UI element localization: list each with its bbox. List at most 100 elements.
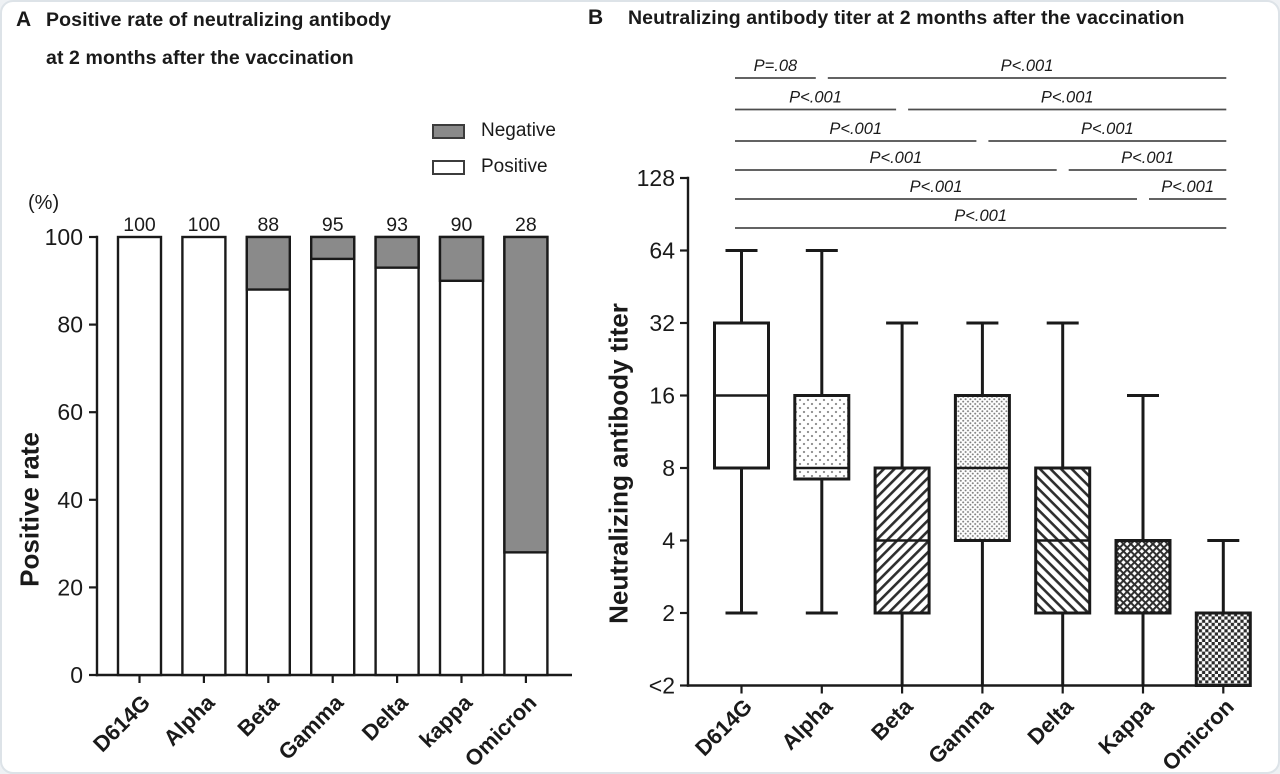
bar-value-label: 95	[322, 214, 344, 236]
panel-b-y-axis-label: Neutralizing antibody titer	[603, 303, 634, 624]
comparison-Alpha-Omicron: P<.001	[827, 57, 1227, 79]
bar-positive-kappa	[438, 235, 485, 677]
bar-value-label: 93	[386, 214, 408, 236]
comparison-D614G-Kappa: P<.001	[735, 178, 1137, 200]
panel-b-chart: 128 64 32 16 8 4 2 <2 D614G Alpha Beta Gamma Delta Ka…	[637, 57, 1252, 774]
comparison-p-label: P<.001	[910, 178, 963, 196]
comparison-Kappa-Omicron: P<.001	[1149, 178, 1227, 200]
comparison-D614G-Omicron: P<.001	[735, 207, 1227, 229]
panel-b-y-tick-label: 128	[637, 165, 675, 191]
comparison-D614G-Delta: P<.001	[735, 149, 1057, 171]
panel-b-category-label: Omicron	[1157, 694, 1239, 774]
panel-b-category-label: Delta	[1023, 693, 1079, 749]
comparison-p-label: P<.001	[1041, 89, 1094, 107]
panel-b-category-text: Omicron	[1157, 694, 1239, 774]
panel-b-category-text: Kappa	[1093, 693, 1159, 759]
bar-negative-Delta	[374, 235, 420, 269]
bar-positive-Beta	[245, 235, 292, 677]
box-Kappa	[1114, 394, 1172, 686]
panel-a-y-tick-label: 80	[57, 312, 83, 338]
panel-a-category-text: Alpha	[159, 689, 220, 750]
comparison-p-label: P<.001	[869, 149, 922, 167]
legend: Negative Positive	[432, 120, 556, 195]
legend-label-positive: Positive	[481, 156, 548, 177]
panel-b-y-tick-label: 32	[649, 310, 675, 336]
box-Omicron	[1194, 539, 1252, 687]
panel-a-y-tick-label: 100	[45, 224, 83, 250]
box-rect	[1114, 539, 1172, 615]
box-Beta	[873, 321, 931, 686]
comparison-p-label: P<.001	[1121, 149, 1174, 167]
panel-b-title: Neutralizing antibody titer at 2 months …	[628, 7, 1185, 29]
panel-b-category-label: Beta	[866, 693, 918, 745]
panel-a-category-label: Gamma	[273, 689, 348, 764]
comparison-p-label: P<.001	[789, 89, 842, 107]
panel-a-y-tick-label: 20	[57, 574, 83, 600]
panel-a-chart: 0 20 40 60 80 100 100 D614G 100 Alpha 88 Beta 95 Gamm…	[45, 214, 572, 772]
bar-negative-Omicron	[503, 235, 549, 554]
bar-negative-kappa	[438, 235, 485, 282]
panel-a-category-text: Beta	[232, 689, 284, 741]
panel-a-category-label: Alpha	[159, 689, 220, 750]
comparison-p-label: P<.001	[829, 120, 882, 138]
comparison-Delta-Omicron: P<.001	[1068, 149, 1227, 171]
comparison-p-label: P<.001	[1081, 120, 1134, 138]
panel-b-letter: B	[588, 6, 604, 29]
box-Alpha	[793, 249, 851, 615]
bar-value-label: 88	[257, 214, 279, 236]
panel-b-y-tick-label: 2	[662, 600, 675, 626]
box-rect	[1194, 611, 1252, 687]
comparison-D614G-Beta: P<.001	[735, 89, 897, 111]
bar-positive-D614G	[116, 235, 163, 677]
comparison-p-label: P=.08	[754, 57, 798, 75]
panel-b-y-tick-label: 64	[649, 238, 675, 264]
panel-b-category-text: Beta	[866, 693, 918, 745]
panel-b-category-text: Gamma	[923, 693, 998, 768]
bar-value-label: 90	[451, 214, 473, 236]
panel-a-category-text: D614G	[88, 690, 155, 757]
panel-a-y-tick-label: 40	[57, 487, 83, 513]
bar-positive-Gamma	[310, 235, 356, 677]
panel-a-category-label: D614G	[88, 690, 155, 757]
panel-a-category-label: kappa	[414, 689, 477, 752]
comparison-p-label: P<.001	[954, 207, 1007, 225]
positive-swatch-icon	[432, 159, 465, 175]
legend-label-negative: Negative	[481, 120, 556, 141]
comparison-Beta-Omicron: P<.001	[908, 89, 1227, 111]
panel-b-category-text: Alpha	[776, 693, 837, 754]
box-Delta	[1034, 321, 1092, 686]
panel-a-y-axis-label: Positive rate	[14, 432, 45, 587]
panel-b-category-label: Alpha	[776, 693, 837, 754]
panel-a-percent-unit: (%)	[28, 192, 60, 214]
panel-b-y-tick-label: 4	[662, 528, 675, 554]
panel-b-y-tick-label: 8	[662, 455, 675, 481]
bar-value-label: 28	[515, 214, 537, 236]
panel-b-category-label: D614G	[690, 694, 757, 761]
panel-a-category-label: Delta	[357, 689, 413, 745]
comparison-Gamma-Omicron: P<.001	[988, 120, 1227, 142]
legend-item-positive: Positive	[432, 156, 556, 177]
panel-a-letter: A	[16, 8, 32, 31]
panel-b-category-label: Gamma	[923, 693, 998, 768]
panel-b-category-label: Kappa	[1093, 693, 1159, 759]
bar-positive-Alpha	[181, 235, 227, 677]
panel-a-category-label: Beta	[232, 689, 284, 741]
box-Gamma	[953, 321, 1011, 686]
panel-a-category-text: Delta	[357, 689, 413, 745]
panel-a-category-text: Gamma	[273, 689, 348, 764]
comparison-D614G-Gamma: P<.001	[735, 120, 977, 142]
legend-item-negative: Negative	[432, 120, 556, 141]
panel-a-y-tick-label: 0	[70, 662, 83, 688]
panel-a-category-text: Omicron	[460, 690, 542, 772]
panel-b-y-tick-label: <2	[649, 673, 675, 699]
panel-b-category-text: Delta	[1023, 693, 1079, 749]
panel-b-category-text: D614G	[690, 694, 757, 761]
bar-value-label: 100	[188, 214, 221, 236]
comparison-p-label: P<.001	[1001, 57, 1054, 75]
bar-negative-Gamma	[310, 235, 356, 261]
panel-a-title-line2: at 2 months after the vaccination	[46, 47, 354, 69]
box-rect	[793, 394, 851, 481]
bar-value-label: 100	[123, 214, 156, 236]
